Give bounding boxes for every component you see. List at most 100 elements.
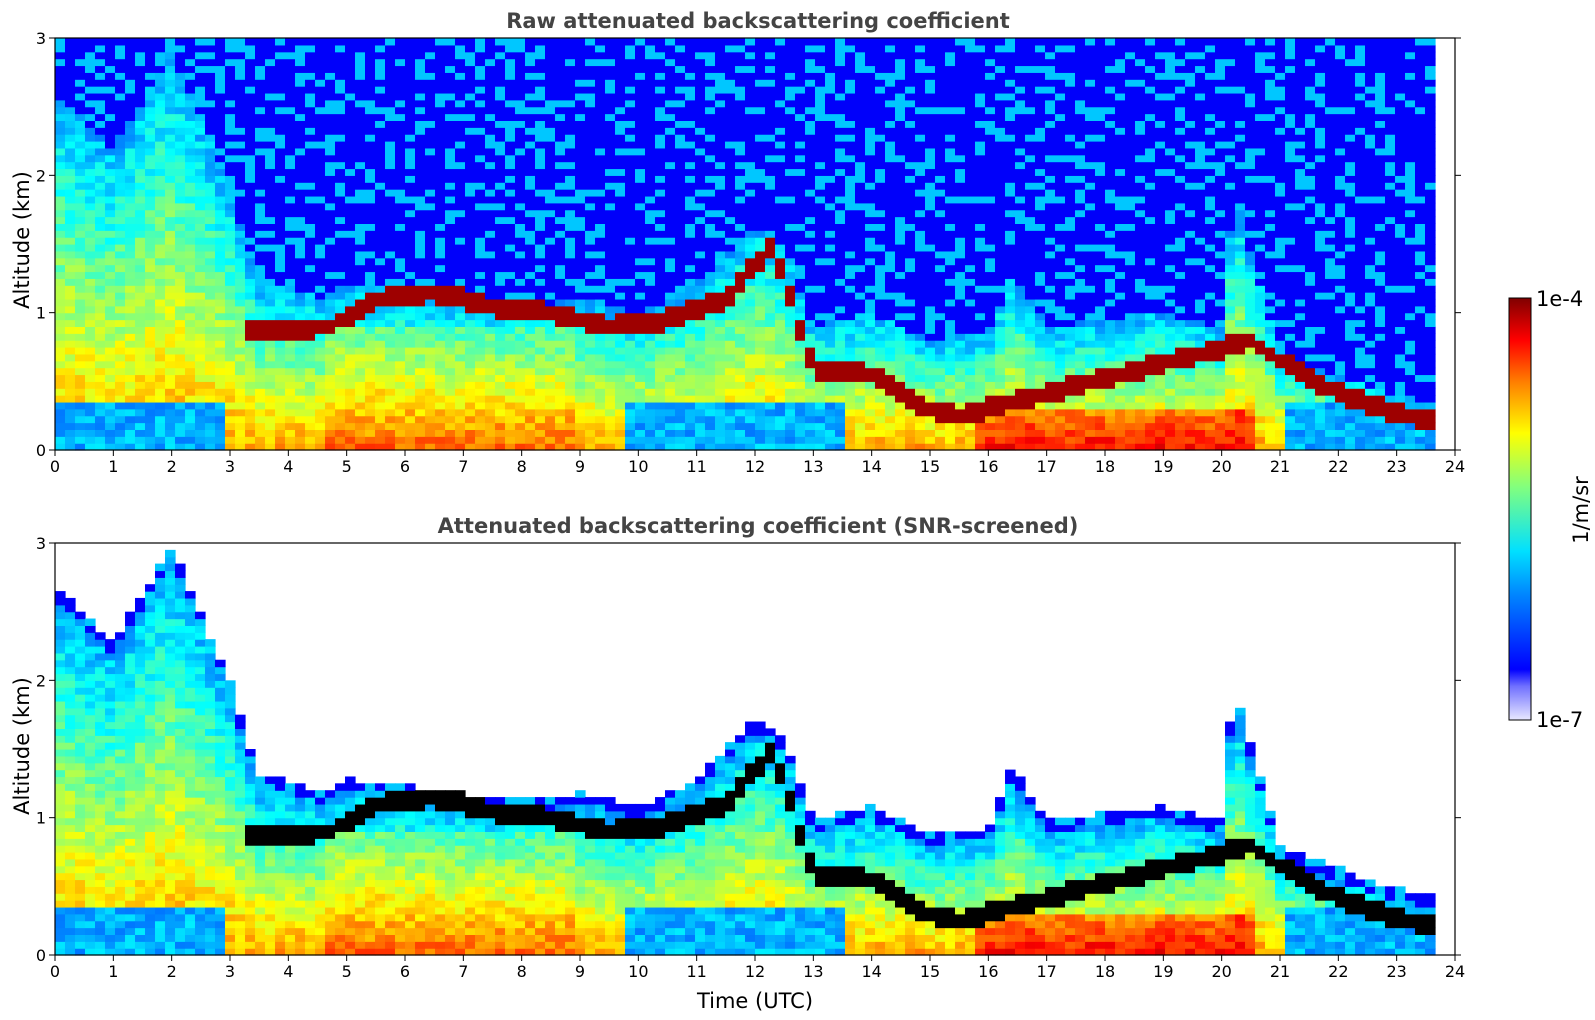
heatmap-cell	[105, 312, 116, 321]
heatmap-cell	[855, 422, 866, 430]
heatmap-cell	[325, 230, 336, 238]
heatmap-cell	[675, 189, 686, 197]
heatmap-cell	[425, 154, 436, 163]
heatmap-cell	[75, 436, 86, 444]
heatmap-cell	[375, 257, 386, 266]
heatmap-cell	[135, 340, 146, 348]
heatmap-cell	[265, 147, 276, 156]
heatmap-cell	[815, 237, 826, 245]
heatmap-cell	[635, 305, 646, 314]
heatmap-cell	[575, 395, 586, 403]
heatmap-cell	[225, 223, 236, 231]
heatmap-cell	[415, 223, 426, 231]
heatmap-cell	[165, 86, 176, 94]
heatmap-cell	[75, 333, 86, 341]
heatmap-cell	[825, 51, 836, 60]
heatmap-cell	[365, 154, 376, 163]
heatmap-cell	[65, 340, 76, 348]
heatmap-cell	[775, 257, 786, 266]
heatmap-cell	[555, 38, 566, 46]
heatmap-cell	[755, 202, 766, 211]
heatmap-cell	[195, 374, 206, 382]
heatmap-cell	[755, 134, 766, 142]
heatmap-cell	[135, 134, 146, 142]
heatmap-cell	[745, 285, 756, 293]
heatmap-cell	[115, 367, 126, 376]
heatmap-cell	[145, 401, 156, 410]
heatmap-cell	[775, 195, 786, 204]
heatmap-cell	[415, 44, 426, 53]
heatmap-cell	[375, 99, 386, 108]
heatmap-cell	[165, 312, 176, 321]
heatmap-cell	[675, 271, 686, 279]
heatmap-cell	[585, 189, 596, 197]
heatmap-cell	[815, 395, 826, 403]
heatmap-cell	[475, 353, 486, 362]
heatmap-cell	[305, 195, 316, 204]
heatmap-cell	[65, 395, 76, 403]
heatmap-cell	[85, 271, 96, 279]
heatmap-cell	[385, 147, 396, 156]
heatmap-cell	[265, 141, 276, 149]
heatmap-cell	[185, 161, 196, 170]
heatmap-cell	[395, 388, 406, 396]
heatmap-cell	[355, 209, 366, 218]
heatmap-cell	[675, 141, 686, 149]
heatmap-cell	[555, 408, 566, 417]
heatmap-cell	[325, 51, 336, 60]
heatmap-cell	[355, 257, 366, 266]
heatmap-cell	[445, 319, 456, 327]
heatmap-cell	[515, 285, 526, 293]
heatmap-cell	[685, 72, 696, 80]
heatmap-cell	[285, 443, 296, 451]
heatmap-cell	[335, 189, 346, 197]
heatmap-cell	[805, 120, 816, 128]
heatmap-cell	[865, 305, 876, 314]
heatmap-cell	[535, 79, 546, 87]
heatmap-cell	[55, 189, 66, 197]
heatmap-cell	[455, 168, 466, 176]
heatmap-cell	[105, 360, 116, 369]
heatmap-cell	[225, 278, 236, 286]
heatmap-cell	[655, 58, 666, 67]
heatmap-cell	[165, 347, 176, 355]
heatmap-cell	[645, 264, 656, 273]
heatmap-cell	[685, 141, 696, 149]
heatmap-cell	[565, 319, 576, 327]
heatmap-cell	[435, 175, 446, 183]
heatmap-cell	[715, 367, 726, 376]
heatmap-cell	[845, 298, 856, 307]
heatmap-cell	[465, 230, 476, 238]
heatmap-cell	[235, 99, 246, 108]
heatmap-cell	[435, 134, 446, 142]
heatmap-cell	[575, 271, 586, 279]
heatmap-cell	[315, 175, 326, 183]
heatmap-cell	[85, 422, 96, 430]
heatmap-cell	[875, 147, 886, 156]
heatmap-cell	[405, 264, 416, 273]
heatmap-cell	[75, 99, 86, 108]
heatmap-cell	[665, 401, 676, 410]
heatmap-cell	[795, 230, 806, 238]
heatmap-cell	[455, 367, 466, 376]
heatmap-cell	[685, 395, 696, 403]
heatmap-cell	[185, 285, 196, 293]
heatmap-cell	[225, 305, 236, 314]
heatmap-cell	[65, 216, 76, 224]
heatmap-cell	[575, 51, 586, 60]
heatmap-cell	[545, 436, 556, 444]
heatmap-cell	[105, 99, 116, 108]
heatmap-cell	[125, 147, 136, 156]
heatmap-cell	[365, 79, 376, 87]
heatmap-cell	[625, 44, 636, 53]
heatmap-cell	[75, 38, 86, 46]
heatmap-cell	[705, 202, 716, 211]
heatmap-cell	[765, 415, 776, 424]
heatmap-cell	[55, 38, 66, 46]
heatmap-cell	[655, 161, 666, 170]
heatmap-cell	[745, 408, 756, 417]
heatmap-cell	[395, 38, 406, 46]
heatmap-cell	[395, 202, 406, 211]
heatmap-cell	[725, 395, 736, 403]
heatmap-cell	[885, 429, 896, 437]
